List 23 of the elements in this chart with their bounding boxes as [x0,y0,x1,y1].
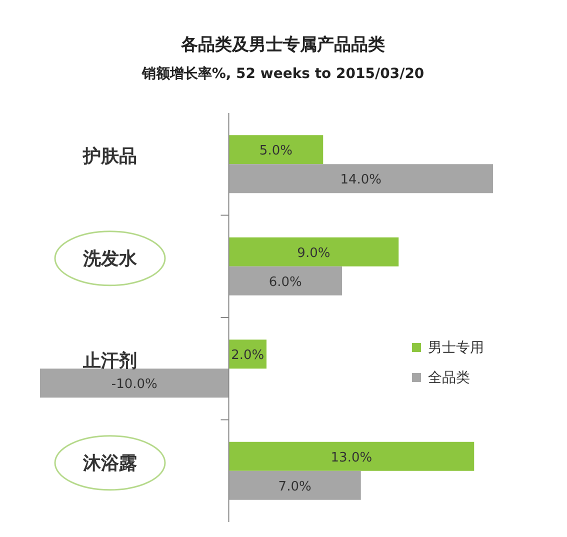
bar [228,237,399,266]
bar [228,442,474,471]
legend-label: 全品类 [428,370,470,386]
bar [228,164,493,194]
data-label: 14.0% [340,172,382,188]
y-tick-label: 沐浴露 [82,452,137,474]
data-label: -10.0% [111,377,158,392]
data-label: 7.0% [278,479,312,494]
data-label: 5.0% [259,144,292,159]
data-label: 6.0% [268,274,302,290]
y-tick-label: 护肤品 [82,146,137,168]
bar [228,266,342,296]
y-tick-label: 止汗剂 [82,350,137,372]
bar [40,368,229,398]
legend-label: 男士专用 [428,340,484,356]
data-label: 2.0% [231,348,264,364]
y-tick-label: 洗发水 [82,248,138,270]
bar [228,470,361,500]
bar [228,135,324,164]
chart-subtitle: 销额增长率%, 52 weeks to 2015/03/20 [140,65,424,82]
chart-title: 各品类及男士专属产品品类 [180,35,385,55]
data-label: 13.0% [330,450,372,466]
data-label: 9.0% [297,246,330,261]
